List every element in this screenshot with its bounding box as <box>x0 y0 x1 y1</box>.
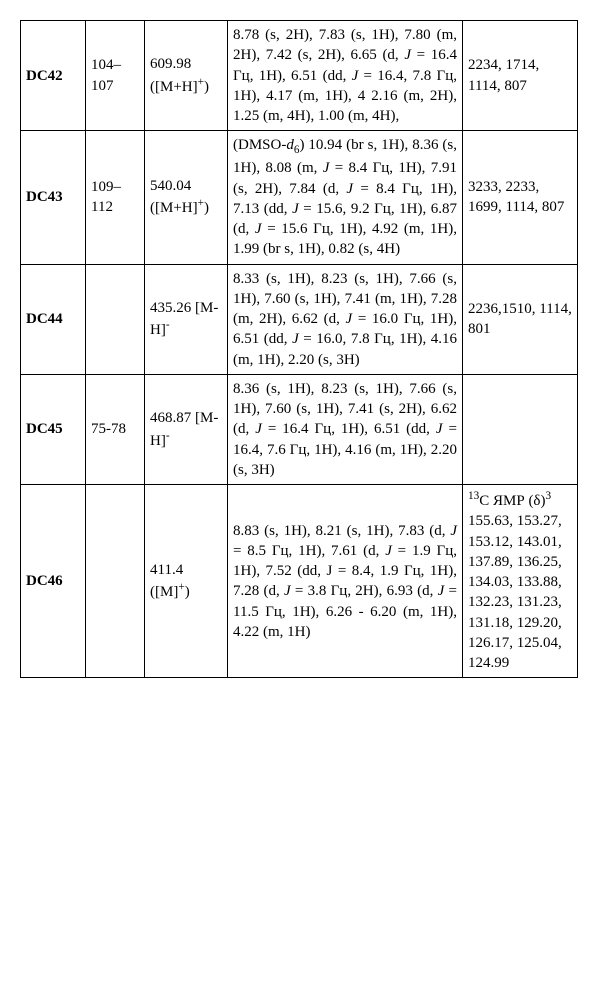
melting-point: 109–112 <box>86 131 145 264</box>
compound-id: DC42 <box>21 21 86 131</box>
mass-spec: 540.04 ([M+H]+) <box>145 131 228 264</box>
h-nmr: (DMSO-d6) 10.94 (br s, 1H), 8.36 (s, 1H)… <box>228 131 463 264</box>
h-nmr: 8.36 (s, 1H), 8.23 (s, 1H), 7.66 (s, 1H)… <box>228 374 463 484</box>
h-nmr: 8.78 (s, 2H), 7.83 (s, 1H), 7.80 (m, 2H)… <box>228 21 463 131</box>
melting-point: 75-78 <box>86 374 145 484</box>
table-row: DC4575-78468.87 [M-H]-8.36 (s, 1H), 8.23… <box>21 374 578 484</box>
compound-id: DC43 <box>21 131 86 264</box>
compound-id: DC45 <box>21 374 86 484</box>
melting-point: 104–107 <box>86 21 145 131</box>
mass-spec: 468.87 [M-H]- <box>145 374 228 484</box>
ir-or-c13 <box>463 374 578 484</box>
ir-or-c13: 2234, 1714, 1114, 807 <box>463 21 578 131</box>
spectroscopy-table: DC42104–107609.98 ([M+H]+)8.78 (s, 2H), … <box>20 20 578 678</box>
mass-spec: 609.98 ([M+H]+) <box>145 21 228 131</box>
compound-id: DC46 <box>21 485 86 678</box>
ir-or-c13: 13C ЯМР (δ)3 155.63, 153.27, 153.12, 143… <box>463 485 578 678</box>
compound-id: DC44 <box>21 264 86 374</box>
table-row: DC46 411.4 ([M]+)8.83 (s, 1H), 8.21 (s, 1… <box>21 485 578 678</box>
melting-point <box>86 264 145 374</box>
table-row: DC44 435.26 [M-H]-8.33 (s, 1H), 8.23 (s, … <box>21 264 578 374</box>
table-row: DC43109–112540.04 ([M+H]+)(DMSO-d6) 10.9… <box>21 131 578 264</box>
mass-spec: 435.26 [M-H]- <box>145 264 228 374</box>
h-nmr: 8.83 (s, 1H), 8.21 (s, 1H), 7.83 (d, J =… <box>228 485 463 678</box>
ir-or-c13: 2236,1510, 1114, 801 <box>463 264 578 374</box>
mass-spec: 411.4 ([M]+) <box>145 485 228 678</box>
melting-point <box>86 485 145 678</box>
table-body: DC42104–107609.98 ([M+H]+)8.78 (s, 2H), … <box>21 21 578 678</box>
h-nmr: 8.33 (s, 1H), 8.23 (s, 1H), 7.66 (s, 1H)… <box>228 264 463 374</box>
ir-or-c13: 3233, 2233, 1699, 1114, 807 <box>463 131 578 264</box>
table-row: DC42104–107609.98 ([M+H]+)8.78 (s, 2H), … <box>21 21 578 131</box>
